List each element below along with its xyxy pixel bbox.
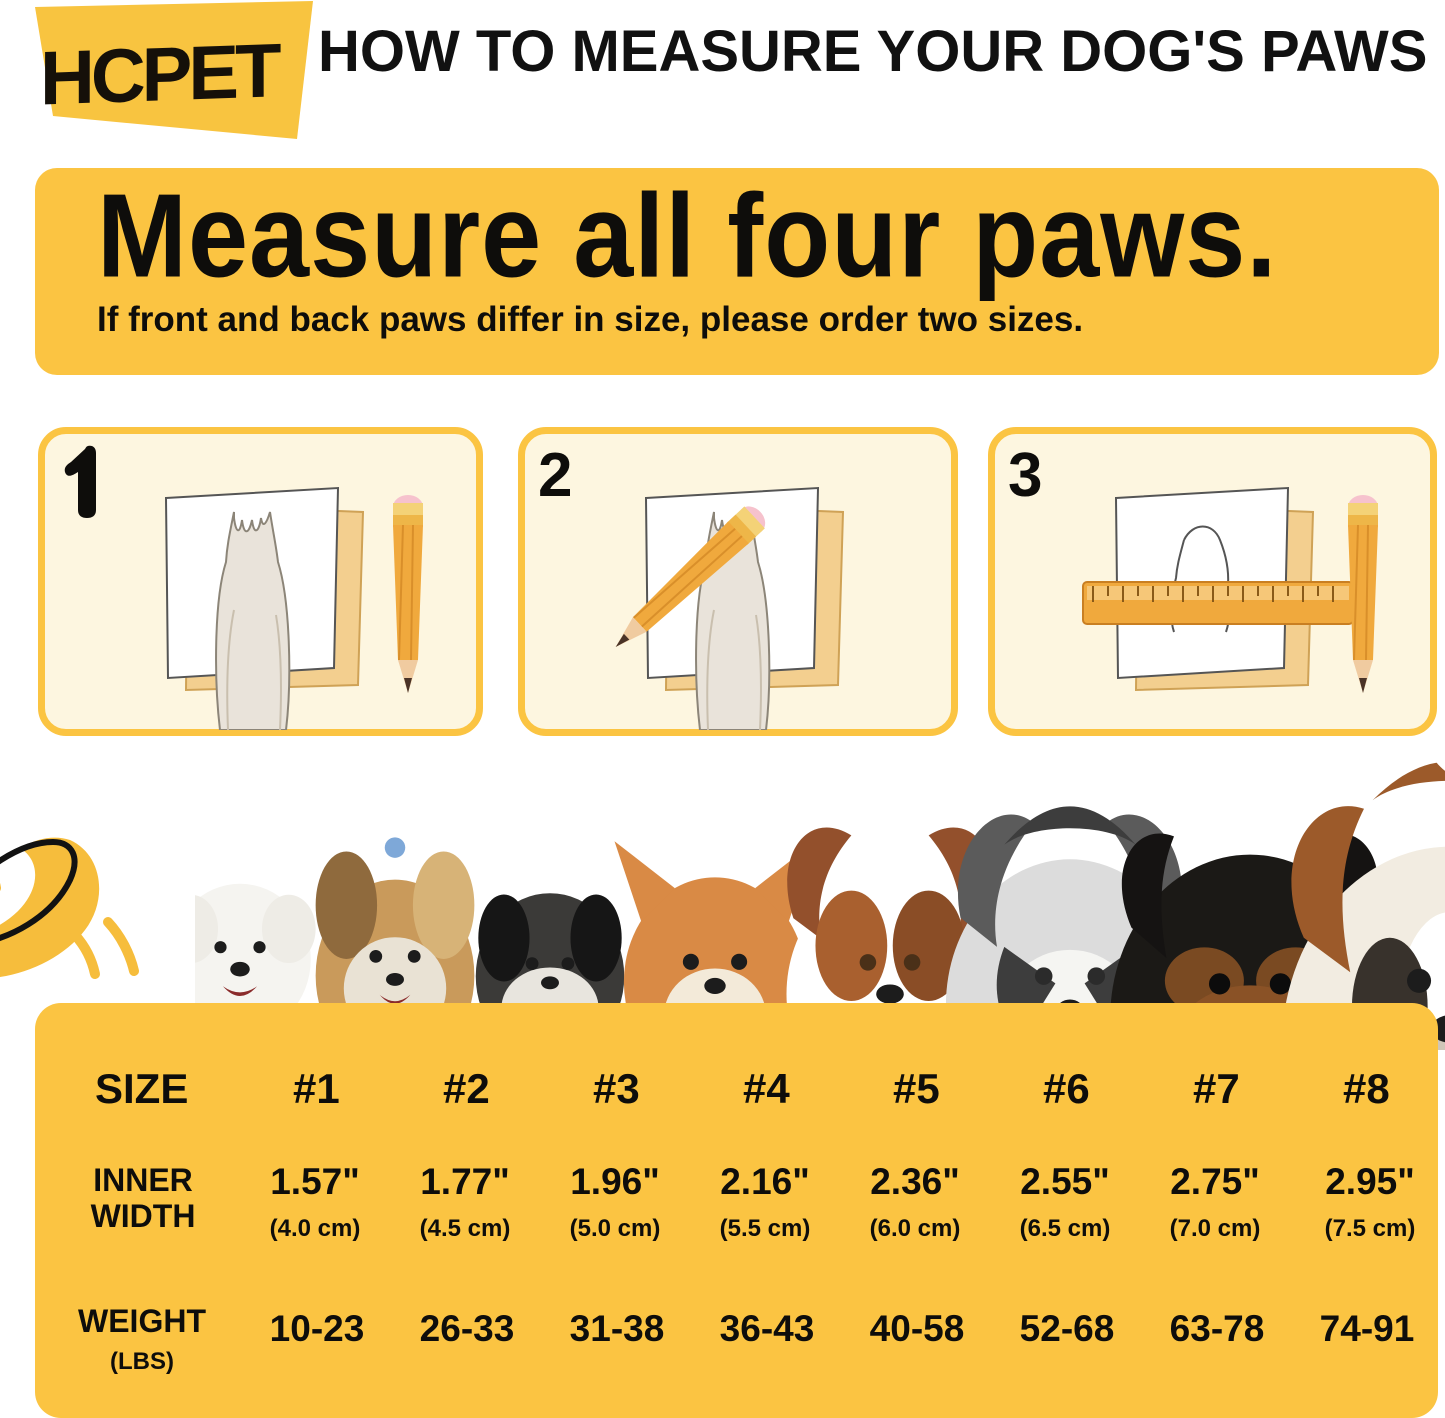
svg-text:HCPET: HCPET	[40, 28, 281, 121]
